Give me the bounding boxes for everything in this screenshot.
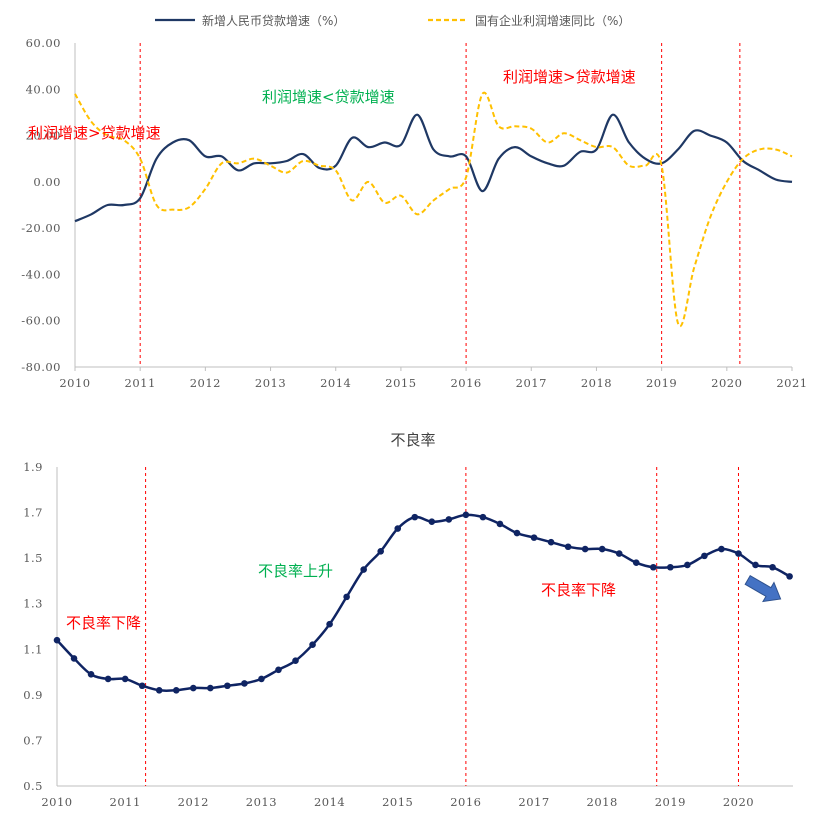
npl-ratio-point bbox=[394, 525, 402, 532]
chart1-annotation: 利润增速>贷款增速 bbox=[28, 124, 161, 142]
chart2-x-tick-label: 2012 bbox=[178, 795, 209, 809]
chart2-x-tick-label: 2016 bbox=[450, 795, 481, 809]
chart2-y-tick-label: 0.9 bbox=[23, 688, 43, 702]
chart1-y-tick-label: -20.00 bbox=[21, 221, 61, 235]
npl-ratio-point bbox=[547, 538, 555, 546]
npl-ratio-point bbox=[377, 548, 385, 555]
chart1-x-tick-label: 2010 bbox=[59, 376, 90, 390]
chart2-x-tick-label: 2019 bbox=[655, 795, 686, 809]
npl-ratio-point bbox=[360, 566, 367, 573]
npl-ratio-point bbox=[496, 520, 504, 528]
chart2-x-tick-label: 2018 bbox=[587, 795, 618, 809]
legend-soe-profit-growth-label: 国有企业利润增速同比（%） bbox=[475, 13, 630, 28]
npl-ratio-point bbox=[155, 687, 163, 694]
npl-ratio-point bbox=[207, 684, 214, 692]
chart1-y-tick-label: -40.00 bbox=[21, 267, 61, 281]
npl-ratio-point bbox=[258, 675, 265, 683]
chart2-y-tick-label: 1.7 bbox=[23, 506, 43, 520]
npl-ratio-point bbox=[752, 561, 759, 569]
npl-ratio-point bbox=[275, 666, 282, 674]
npl-ratio-point bbox=[769, 563, 776, 571]
npl-ratio-point bbox=[615, 550, 623, 557]
chart1-y-tick-label: -80.00 bbox=[21, 360, 61, 374]
chart1-annotation: 利润增速<贷款增速 bbox=[262, 88, 395, 106]
legend-loan-growth-label: 新增人民币贷款增速（%） bbox=[202, 13, 345, 28]
npl-ratio-point bbox=[309, 641, 316, 649]
npl-ratio-point bbox=[684, 561, 691, 569]
trend-arrow-icon bbox=[744, 574, 782, 603]
chart1-y-tick-label: -60.00 bbox=[21, 314, 61, 328]
chart2-x-tick-label: 2011 bbox=[110, 795, 141, 809]
npl-ratio-point bbox=[667, 563, 674, 571]
npl-ratio-point bbox=[343, 593, 350, 601]
chart2-y-tick-label: 0.5 bbox=[23, 779, 43, 793]
chart1-x-tick-label: 2012 bbox=[190, 376, 221, 390]
chart1-x-tick-label: 2017 bbox=[516, 376, 547, 390]
chart2-y-tick-label: 0.7 bbox=[23, 733, 43, 747]
chart1-x-tick-label: 2018 bbox=[581, 376, 612, 390]
chart2-x-tick-label: 2014 bbox=[314, 795, 345, 809]
npl-ratio-point bbox=[70, 655, 78, 662]
trend-arrow-shape bbox=[744, 574, 782, 603]
npl-ratio-point bbox=[326, 620, 333, 628]
npl-ratio-point bbox=[735, 550, 742, 557]
npl-ratio-point bbox=[241, 680, 248, 687]
chart1-x-tick-label: 2020 bbox=[711, 376, 742, 390]
npl-ratio-point bbox=[87, 671, 95, 678]
soe-profit-growth-line bbox=[74, 91, 793, 328]
npl-ratio-point bbox=[53, 636, 61, 644]
chart2-annotation: 不良率下降 bbox=[541, 581, 616, 599]
chart2-annotation: 不良率上升 bbox=[258, 562, 333, 580]
chart1-annotation: 利润增速>贷款增速 bbox=[503, 68, 636, 86]
npl-ratio-point bbox=[189, 684, 197, 692]
npl-ratio-point bbox=[224, 682, 231, 690]
chart1-x-tick-label: 2021 bbox=[776, 376, 807, 390]
npl-ratio-point bbox=[701, 552, 708, 560]
chart2-annotation: 不良率下降 bbox=[66, 614, 141, 632]
chart2-x-tick-label: 2017 bbox=[518, 795, 549, 809]
chart1-x-tick-label: 2019 bbox=[646, 376, 677, 390]
npl-ratio-point bbox=[718, 545, 725, 553]
chart2-y-tick-label: 1.5 bbox=[23, 551, 43, 565]
chart1-y-tick-label: 0.00 bbox=[33, 175, 61, 189]
npl-ratio-point bbox=[649, 563, 657, 571]
chart2-y-tick-label: 1.1 bbox=[23, 642, 43, 656]
npl-ratio-point bbox=[172, 687, 180, 694]
npl-ratio-point bbox=[121, 675, 129, 683]
npl-ratio-point bbox=[138, 682, 146, 690]
chart1-y-tick-label: 40.00 bbox=[26, 82, 61, 96]
chart1-x-tick-label: 2011 bbox=[125, 376, 156, 390]
chart2-x-tick-label: 2010 bbox=[41, 795, 72, 809]
chart2-x-tick-label: 2015 bbox=[382, 795, 413, 809]
npl-ratio-point bbox=[411, 513, 419, 521]
npl-ratio-point bbox=[598, 545, 606, 553]
npl-ratio-point bbox=[530, 534, 538, 541]
npl-ratio-line bbox=[56, 513, 791, 693]
chart1-y-tick-label: 60.00 bbox=[26, 36, 61, 50]
chart2-y-tick-label: 1.9 bbox=[23, 460, 43, 474]
npl-ratio-point bbox=[445, 516, 453, 523]
chart1-y-tick-label: 20.00 bbox=[26, 129, 61, 143]
loan-growth-line bbox=[74, 113, 793, 223]
chart1-x-tick-label: 2014 bbox=[320, 376, 351, 390]
chart2-y-tick-label: 1.3 bbox=[23, 597, 43, 611]
npl-ratio-point bbox=[428, 518, 436, 525]
npl-ratio-point bbox=[632, 559, 640, 566]
npl-ratio-point bbox=[786, 573, 793, 580]
npl-ratio-point bbox=[513, 529, 521, 537]
chart1-x-tick-label: 2015 bbox=[385, 376, 416, 390]
chart2-x-tick-label: 2020 bbox=[723, 795, 754, 809]
chart1-x-tick-label: 2013 bbox=[255, 376, 286, 390]
npl-ratio-point bbox=[462, 511, 470, 519]
chart2-x-tick-label: 2013 bbox=[246, 795, 277, 809]
npl-ratio-point bbox=[564, 543, 572, 551]
chart2-title: 不良率 bbox=[390, 431, 435, 449]
chart1-x-tick-label: 2016 bbox=[450, 376, 481, 390]
npl-ratio-point bbox=[104, 675, 112, 683]
npl-ratio-point bbox=[581, 545, 589, 553]
npl-ratio-point bbox=[292, 657, 299, 664]
npl-ratio-point bbox=[479, 513, 487, 521]
